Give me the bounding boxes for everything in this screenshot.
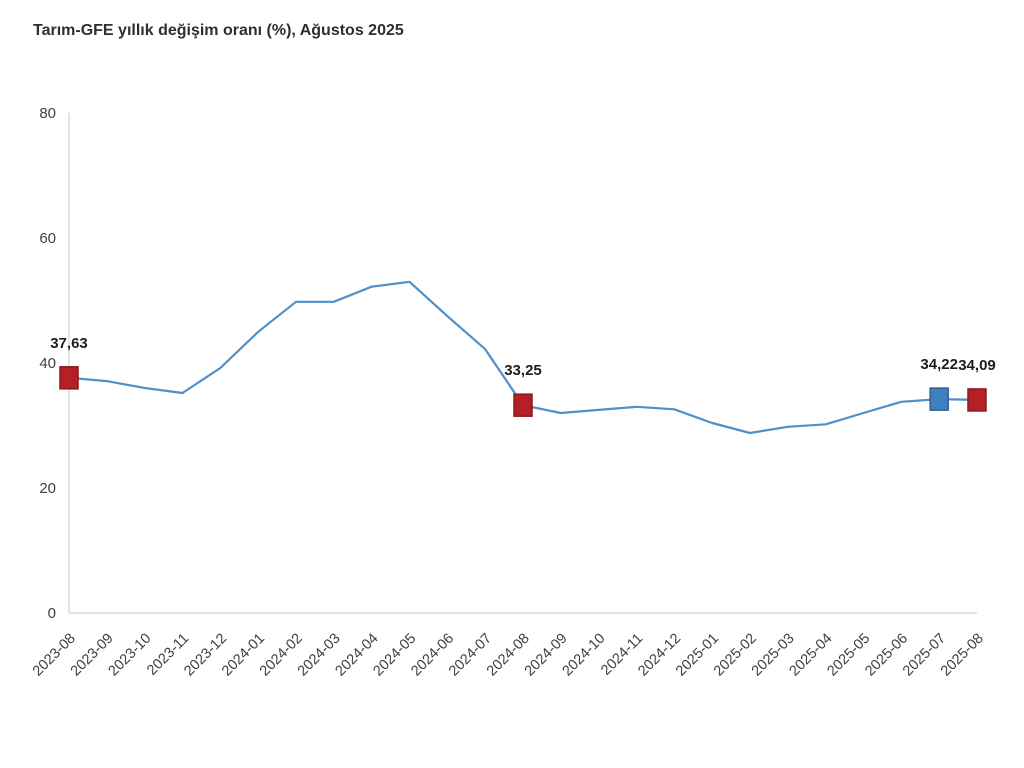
x-axis-tick-label: 2023-10 — [106, 631, 155, 680]
data-point-label: 33,25 — [504, 362, 542, 379]
data-point-label: 34,22 — [920, 356, 958, 373]
data-point-marker — [929, 387, 949, 411]
x-axis-tick-label: 2025-08 — [938, 631, 987, 680]
y-axis-tick-label: 60 — [39, 230, 56, 247]
y-axis-tick-label: 80 — [39, 105, 56, 122]
chart-title: Tarım-GFE yıllık değişim oranı (%), Ağus… — [33, 22, 404, 39]
y-axis-tick-label: 20 — [39, 480, 56, 497]
data-point-label: 34,09 — [958, 357, 996, 374]
data-point-marker — [59, 366, 79, 390]
y-axis-tick-label: 40 — [39, 355, 56, 372]
data-point-marker — [967, 388, 987, 412]
data-point-marker — [513, 393, 533, 417]
x-axis-tick-label: 2024-10 — [560, 631, 609, 680]
data-point-label: 37,63 — [50, 335, 88, 352]
y-axis-tick-label: 0 — [48, 605, 56, 622]
